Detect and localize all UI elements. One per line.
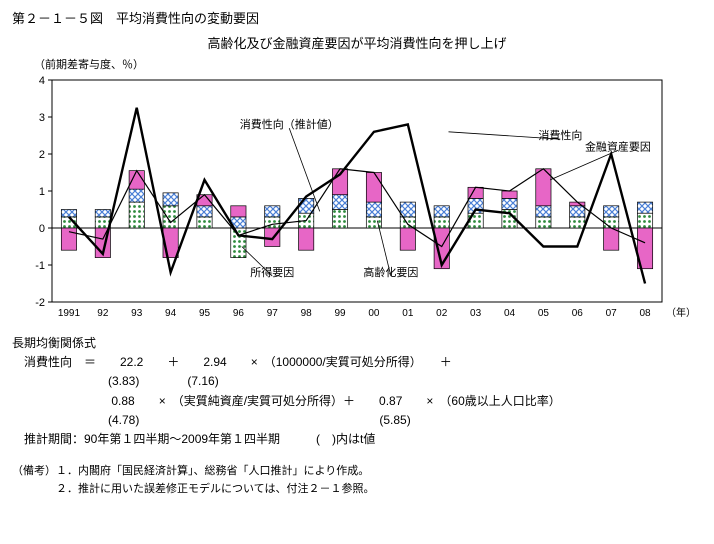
bar-aging (129, 189, 144, 202)
bar-aging (536, 206, 551, 217)
svg-text:08: 08 (639, 308, 651, 319)
bar-income (231, 228, 246, 258)
svg-text:（年）: （年） (666, 306, 692, 319)
bar-aging (400, 202, 415, 217)
annotation: 高齢化要因 (363, 265, 418, 279)
bar-income (163, 206, 178, 228)
bar-income (434, 217, 449, 228)
svg-text:4: 4 (39, 75, 45, 87)
equation-line-5: 推計期間：90年第１四半期～2009年第１四半期 ( )内はt値 (12, 430, 702, 449)
annotation: 所得要因 (250, 266, 294, 279)
svg-text:05: 05 (538, 308, 550, 319)
svg-text:03: 03 (470, 308, 482, 319)
equation-line-2: (3.83) (7.16) (12, 372, 702, 391)
equation-line-3: 0.88 × （実質純資産/実質可処分所得）＋ 0.87 × （60歳以上人口比… (12, 392, 702, 411)
bar-aging (299, 198, 314, 213)
bar-aging (265, 206, 280, 217)
annotation: 消費性向（推計値） (240, 117, 339, 131)
bar-income (570, 217, 585, 228)
note-1: （備考）１．内閣府「国民経済計算」、総務省「人口推計」により作成。 (12, 463, 702, 481)
bar-income (129, 202, 144, 228)
bar-aging (570, 206, 585, 217)
svg-text:06: 06 (572, 308, 584, 319)
bar-finance (604, 228, 619, 250)
bar-aging (197, 206, 212, 217)
bar-finance (366, 173, 381, 203)
notes-block: （備考）１．内閣府「国民経済計算」、総務省「人口推計」により作成。 ２．推計に用… (12, 463, 702, 498)
bar-finance (231, 206, 246, 217)
bar-income (366, 217, 381, 228)
bar-finance (502, 191, 517, 198)
bar-income (332, 210, 347, 229)
bar-income (400, 217, 415, 228)
svg-text:93: 93 (131, 308, 143, 319)
equation-line-1: 消費性向 ＝ 22.2 ＋ 2.94 × （1000000/実質可処分所得） ＋ (12, 353, 702, 372)
svg-text:02: 02 (436, 308, 448, 319)
svg-text:1: 1 (39, 186, 45, 198)
svg-text:-2: -2 (35, 297, 45, 309)
note-2: ２．推計に用いた誤差修正モデルについては、付注２－１参照。 (12, 481, 702, 499)
svg-text:2: 2 (39, 149, 45, 161)
bar-finance (61, 228, 76, 250)
bar-income (468, 213, 483, 228)
bar-aging (163, 193, 178, 206)
y-axis-label: （前期差寄与度、％） (34, 56, 702, 72)
svg-text:99: 99 (334, 308, 346, 319)
bar-income (637, 213, 652, 228)
svg-text:1991: 1991 (58, 308, 81, 319)
annotation: 金融資産要因 (585, 139, 651, 153)
svg-text:-1: -1 (35, 260, 45, 272)
svg-text:07: 07 (606, 308, 618, 319)
bar-finance (299, 228, 314, 250)
figure-title: 第２－１－５図 平均消費性向の変動要因 (12, 8, 702, 27)
svg-text:92: 92 (97, 308, 109, 319)
svg-text:0: 0 (39, 223, 45, 235)
svg-text:97: 97 (267, 308, 279, 319)
bar-aging (332, 195, 347, 210)
bar-aging (637, 202, 652, 213)
svg-text:95: 95 (199, 308, 211, 319)
bar-aging (61, 210, 76, 217)
line (69, 169, 645, 247)
chart-area: -2-1012341991929394959697989900010203040… (12, 74, 692, 324)
svg-text:00: 00 (368, 308, 380, 319)
svg-text:01: 01 (402, 308, 414, 319)
bar-aging (95, 210, 110, 217)
svg-text:3: 3 (39, 112, 45, 124)
equation-heading: 長期均衡関係式 (12, 334, 702, 353)
equation-block: 長期均衡関係式 消費性向 ＝ 22.2 ＋ 2.94 × （1000000/実質… (12, 334, 702, 449)
bar-income (604, 217, 619, 228)
bar-finance (400, 228, 415, 250)
svg-text:94: 94 (165, 308, 177, 319)
figure-subtitle: 高齢化及び金融資産要因が平均消費性向を押し上げ (12, 33, 702, 52)
annotation: 消費性向 (538, 128, 582, 142)
bar-aging (604, 206, 619, 217)
bar-income (197, 217, 212, 228)
svg-text:98: 98 (301, 308, 313, 319)
svg-text:04: 04 (504, 308, 516, 319)
equation-line-4: (4.78) (5.85) (12, 411, 702, 430)
bar-aging (502, 198, 517, 209)
bar-aging (434, 206, 449, 217)
bar-income (536, 217, 551, 228)
bar-aging (366, 202, 381, 217)
svg-text:96: 96 (233, 308, 245, 319)
chart-svg: -2-1012341991929394959697989900010203040… (12, 74, 692, 324)
